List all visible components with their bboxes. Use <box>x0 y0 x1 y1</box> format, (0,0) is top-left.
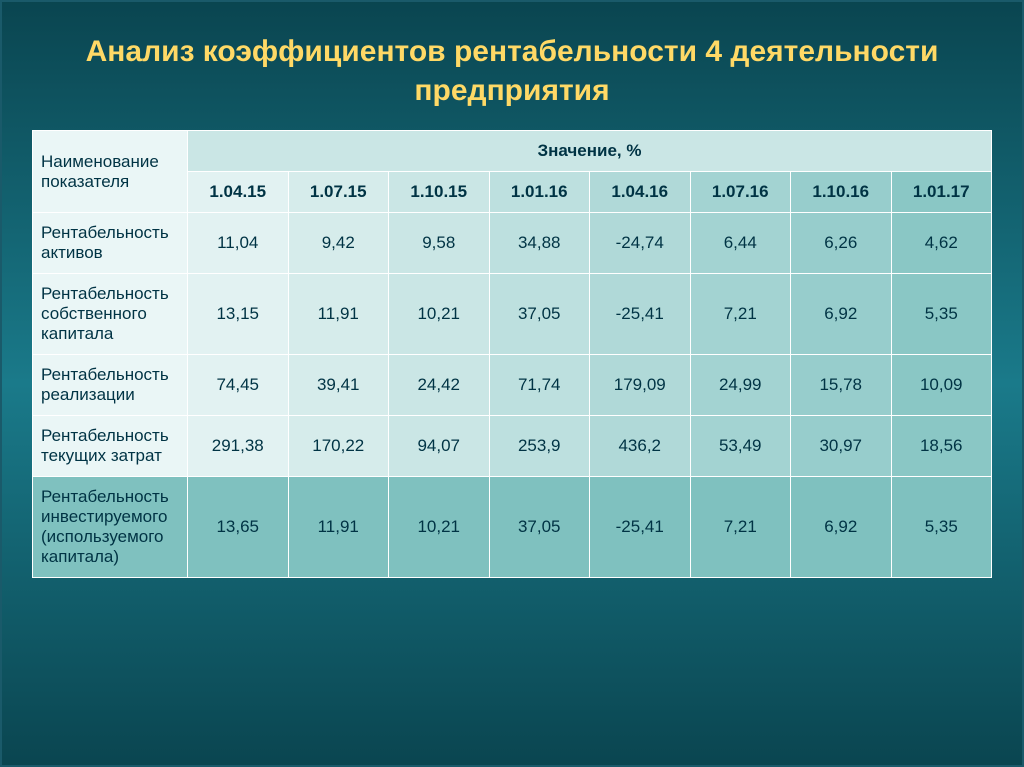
cell: 37,05 <box>489 274 590 355</box>
col-header: 1.04.15 <box>188 172 289 213</box>
col-header: 1.10.16 <box>791 172 892 213</box>
cell: 6,92 <box>791 274 892 355</box>
table-row: Рентабельность текущих затрат 291,38 170… <box>33 416 992 477</box>
cell: 11,91 <box>288 477 389 578</box>
col-header: 1.01.17 <box>891 172 992 213</box>
cell: -25,41 <box>590 477 691 578</box>
cell: 9,58 <box>389 213 490 274</box>
page-title: Анализ коэффициентов рентабельности 4 де… <box>22 32 1002 110</box>
cell: -25,41 <box>590 274 691 355</box>
cell: 5,35 <box>891 477 992 578</box>
row-label: Рентабельность текущих затрат <box>33 416 188 477</box>
cell: 10,21 <box>389 274 490 355</box>
cell: 24,99 <box>690 355 791 416</box>
col-header: 1.04.16 <box>590 172 691 213</box>
table-row: Рентабельность инвестируемого (используе… <box>33 477 992 578</box>
row-label: Рентабельность активов <box>33 213 188 274</box>
row-label: Рентабельность инвестируемого (используе… <box>33 477 188 578</box>
cell: 7,21 <box>690 274 791 355</box>
cell: 37,05 <box>489 477 590 578</box>
cell: 4,62 <box>891 213 992 274</box>
cell: 53,49 <box>690 416 791 477</box>
cell: 94,07 <box>389 416 490 477</box>
table-head: Наименование показателя Значение, % 1.04… <box>33 131 992 213</box>
cell: 5,35 <box>891 274 992 355</box>
cell: 6,44 <box>690 213 791 274</box>
cell: 11,04 <box>188 213 289 274</box>
cell: 71,74 <box>489 355 590 416</box>
cell: 13,15 <box>188 274 289 355</box>
corner-header: Наименование показателя <box>33 131 188 213</box>
cell: 9,42 <box>288 213 389 274</box>
cell: 11,91 <box>288 274 389 355</box>
span-header: Значение, % <box>188 131 992 172</box>
cell: 6,92 <box>791 477 892 578</box>
col-header: 1.07.15 <box>288 172 389 213</box>
table-row: Рентабельность собственного капитала 13,… <box>33 274 992 355</box>
cell: 6,26 <box>791 213 892 274</box>
cell: 18,56 <box>891 416 992 477</box>
cell: 15,78 <box>791 355 892 416</box>
cell: 253,9 <box>489 416 590 477</box>
cell: 170,22 <box>288 416 389 477</box>
cell: 7,21 <box>690 477 791 578</box>
row-label: Рентабельность реализации <box>33 355 188 416</box>
col-header: 1.07.16 <box>690 172 791 213</box>
cell: 74,45 <box>188 355 289 416</box>
cell: 436,2 <box>590 416 691 477</box>
cell: 13,65 <box>188 477 289 578</box>
row-label: Рентабельность собственного капитала <box>33 274 188 355</box>
cell: 291,38 <box>188 416 289 477</box>
cell: 39,41 <box>288 355 389 416</box>
cell: 179,09 <box>590 355 691 416</box>
cell: -24,74 <box>590 213 691 274</box>
cell: 30,97 <box>791 416 892 477</box>
table-row: Рентабельность активов 11,04 9,42 9,58 3… <box>33 213 992 274</box>
cell: 10,21 <box>389 477 490 578</box>
cell: 24,42 <box>389 355 490 416</box>
cell: 10,09 <box>891 355 992 416</box>
profitability-table: Наименование показателя Значение, % 1.04… <box>32 130 992 578</box>
col-header: 1.10.15 <box>389 172 490 213</box>
table-body: Рентабельность активов 11,04 9,42 9,58 3… <box>33 213 992 578</box>
table-row: Рентабельность реализации 74,45 39,41 24… <box>33 355 992 416</box>
col-header: 1.01.16 <box>489 172 590 213</box>
cell: 34,88 <box>489 213 590 274</box>
